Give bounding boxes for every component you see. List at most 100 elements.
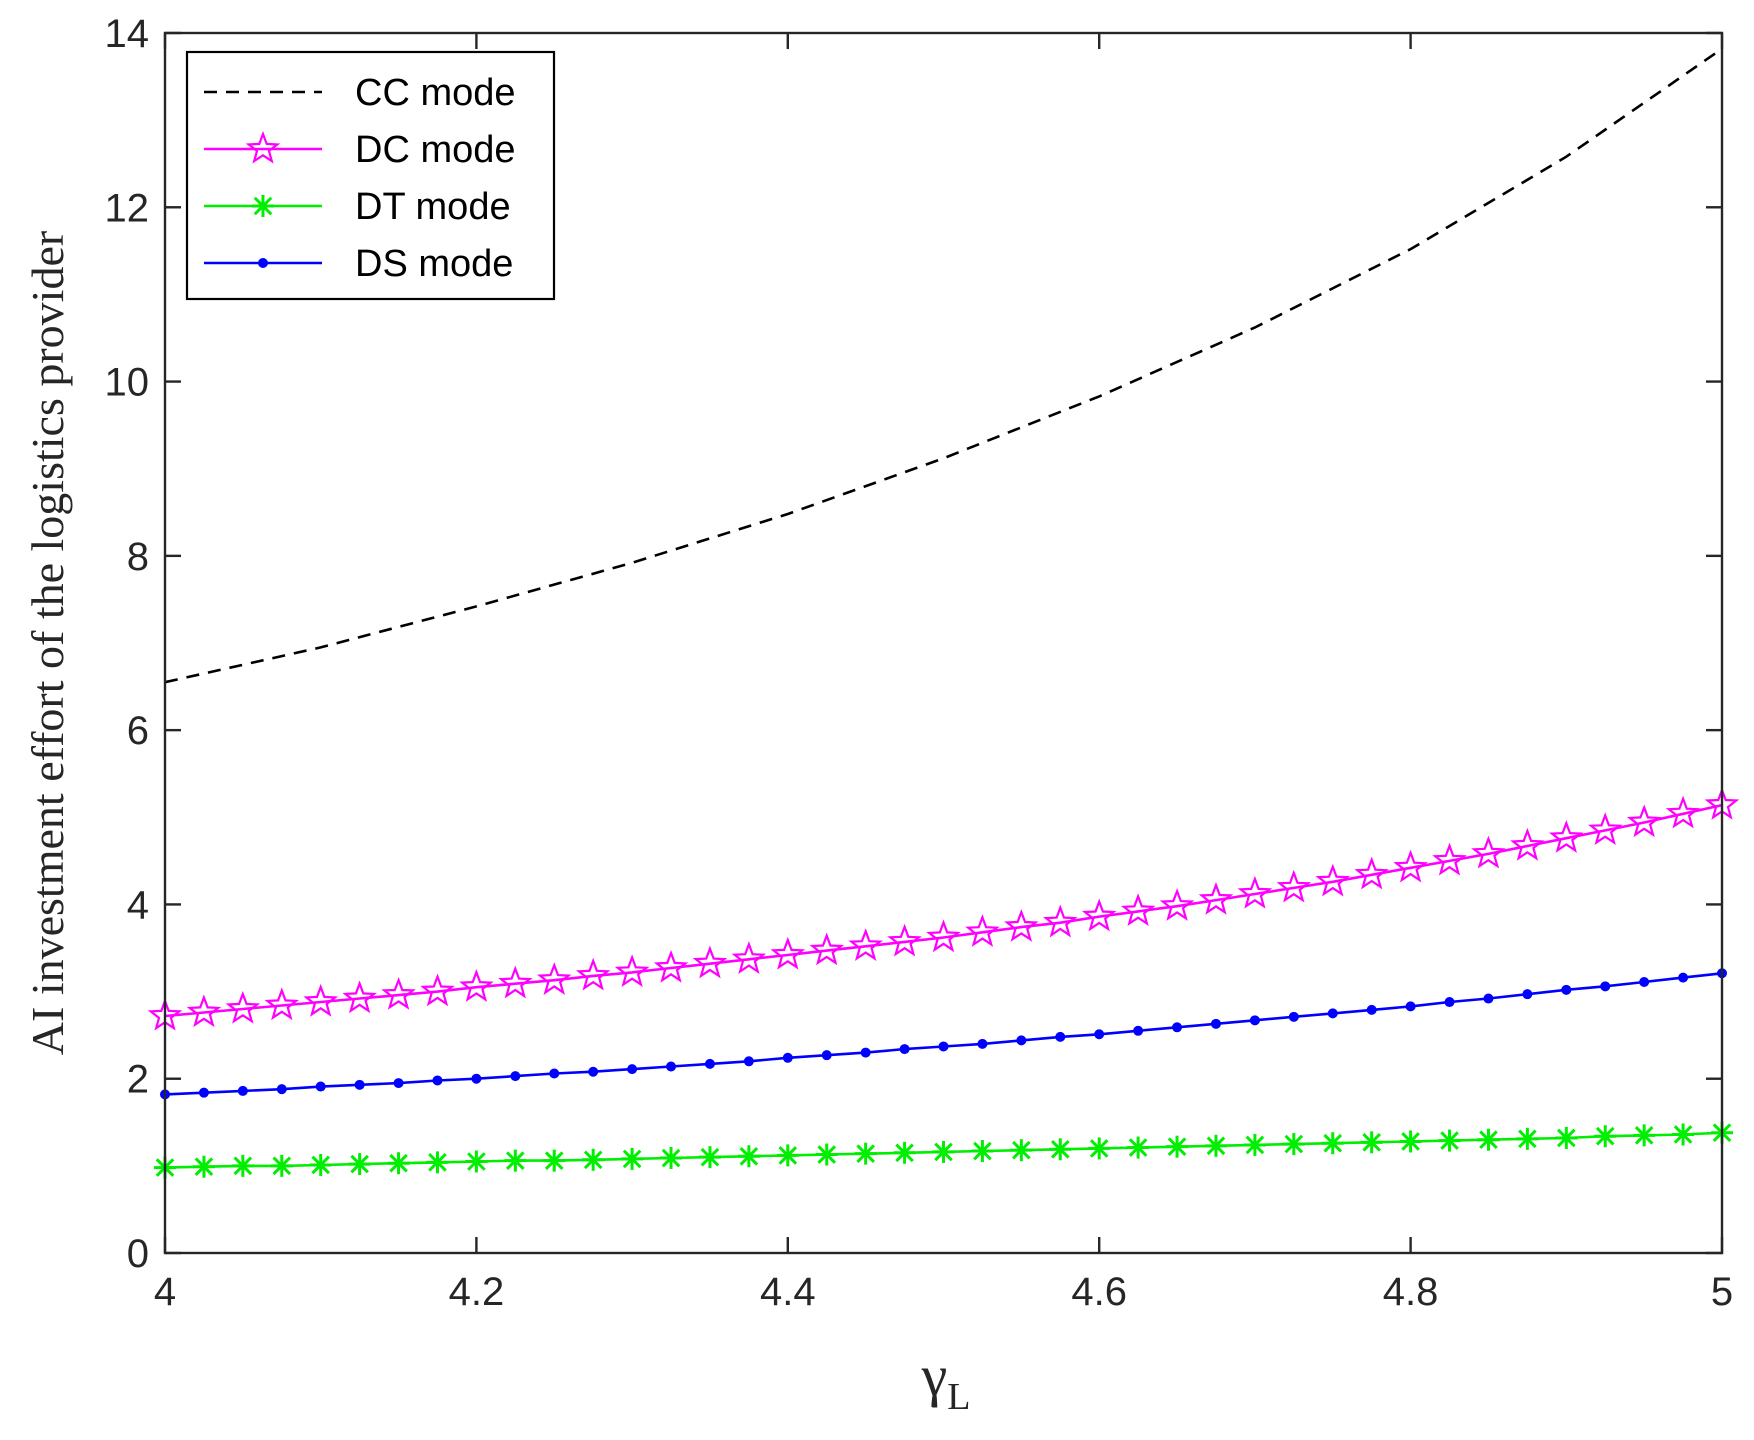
data-point-dt-mode [1555,1126,1578,1149]
y-tick-label: 10 [105,361,150,405]
series-dc-mode [147,786,1740,1031]
legend-label: DT mode [355,186,511,228]
data-point-ds-mode [432,1075,443,1086]
y-tick-label: 12 [105,186,150,230]
data-point-dt-mode [270,1154,293,1177]
data-point-ds-mode [549,1068,560,1079]
axes-box [163,31,1724,1255]
legend-marker [258,258,268,268]
y-axis-label: AI investment effort of the logistics pr… [22,231,73,1055]
data-point-dc-mode [1665,795,1701,829]
data-point-dt-mode [893,1141,916,1164]
data-point-ds-mode [1249,1015,1260,1026]
data-point-dc-mode [186,994,222,1028]
data-point-ds-mode [588,1066,599,1077]
data-point-dc-mode [1432,842,1467,876]
series-dt-mode [154,1121,1733,1179]
x-tick-label: 4 [154,1270,176,1314]
data-point-dt-mode [582,1148,605,1171]
data-point-ds-mode [1172,1022,1183,1033]
data-point-ds-mode [1483,993,1494,1004]
series-cc-mode [164,47,1723,684]
data-point-ds-mode [1405,1001,1416,1012]
data-point-ds-mode [1678,972,1689,983]
data-point-ds-mode [1639,976,1650,987]
data-point-dt-mode [1438,1129,1461,1152]
data-point-ds-mode [393,1078,404,1089]
data-point-ds-mode [276,1084,287,1095]
data-point-dt-mode [309,1153,332,1176]
data-point-dt-mode [387,1152,410,1175]
data-point-dt-mode [815,1143,838,1166]
data-point-dc-mode [1510,827,1545,861]
data-point-dt-mode [426,1151,449,1174]
data-point-dc-mode [1588,812,1623,846]
data-point-ds-mode [1522,989,1533,1000]
data-point-ds-mode [1133,1025,1144,1036]
data-point-dc-mode [303,983,338,1017]
data-point-ds-mode [1016,1035,1027,1046]
data-point-dc-mode [692,945,728,979]
data-point-dc-mode [1237,875,1273,909]
data-point-dt-mode [1204,1134,1227,1157]
data-point-dc-mode [848,928,883,961]
data-point-ds-mode [899,1044,910,1055]
legend-item-cc-mode: CC mode [204,72,516,114]
data-point-dc-mode [537,962,572,995]
y-tick-label: 14 [105,12,150,56]
data-point-dt-mode [504,1149,527,1172]
data-point-dc-mode [575,957,611,991]
data-point-dc-mode [614,954,650,988]
data-point-dt-mode [231,1154,254,1177]
data-point-dc-mode [342,980,377,1014]
data-point-dc-mode [459,969,494,1002]
data-point-ds-mode [237,1085,248,1096]
data-point-dc-mode [1004,908,1039,942]
data-point-dc-mode [1276,869,1312,903]
data-point-ds-mode [666,1061,677,1072]
data-point-dc-mode [926,919,961,953]
data-point-dt-mode [1282,1133,1305,1156]
data-point-dc-mode [1043,904,1078,938]
y-tick-label: 8 [127,535,149,579]
data-point-dt-mode [1672,1123,1695,1146]
data-point-ds-mode [198,1087,209,1098]
data-point-dc-mode [731,941,767,975]
data-point-ds-mode [704,1058,715,1069]
data-point-dc-mode [1159,888,1195,921]
x-tick-label: 4.6 [1071,1270,1127,1314]
data-point-ds-mode [315,1081,326,1092]
legend-item-ds-mode: DS mode [204,243,513,285]
data-point-dt-mode [1594,1125,1617,1148]
data-point-dc-mode [225,990,261,1024]
data-point-dc-mode [1471,835,1506,869]
data-point-dt-mode [1360,1131,1383,1154]
y-tick-label: 4 [127,883,149,927]
legend-marker [245,130,281,164]
data-point-ds-mode [471,1073,482,1084]
data-point-ds-mode [1366,1004,1377,1015]
x-tick-label: 5 [1711,1270,1733,1314]
data-point-dt-mode [1477,1128,1500,1151]
data-point-dt-mode [1049,1138,1072,1161]
data-point-ds-mode [860,1047,871,1058]
data-point-dt-mode [854,1142,877,1165]
data-point-dt-mode [1399,1130,1422,1153]
data-point-ds-mode [821,1050,832,1061]
data-point-dt-mode [1516,1127,1539,1150]
data-point-dc-mode [1120,893,1156,927]
data-point-dt-mode [1321,1132,1344,1155]
data-point-dt-mode [776,1144,799,1167]
data-point-dc-mode [1626,804,1662,838]
data-point-dc-mode [1548,820,1584,853]
data-point-ds-mode [1094,1029,1105,1040]
data-point-dc-mode [809,932,844,966]
data-point-dc-mode [420,973,455,1007]
series-layer [147,47,1740,1179]
x-tick-label: 4.8 [1383,1270,1439,1314]
data-point-ds-mode [977,1038,988,1049]
data-point-ds-mode [1288,1011,1299,1022]
data-point-dt-mode [1127,1136,1150,1159]
data-point-dc-mode [770,936,806,970]
